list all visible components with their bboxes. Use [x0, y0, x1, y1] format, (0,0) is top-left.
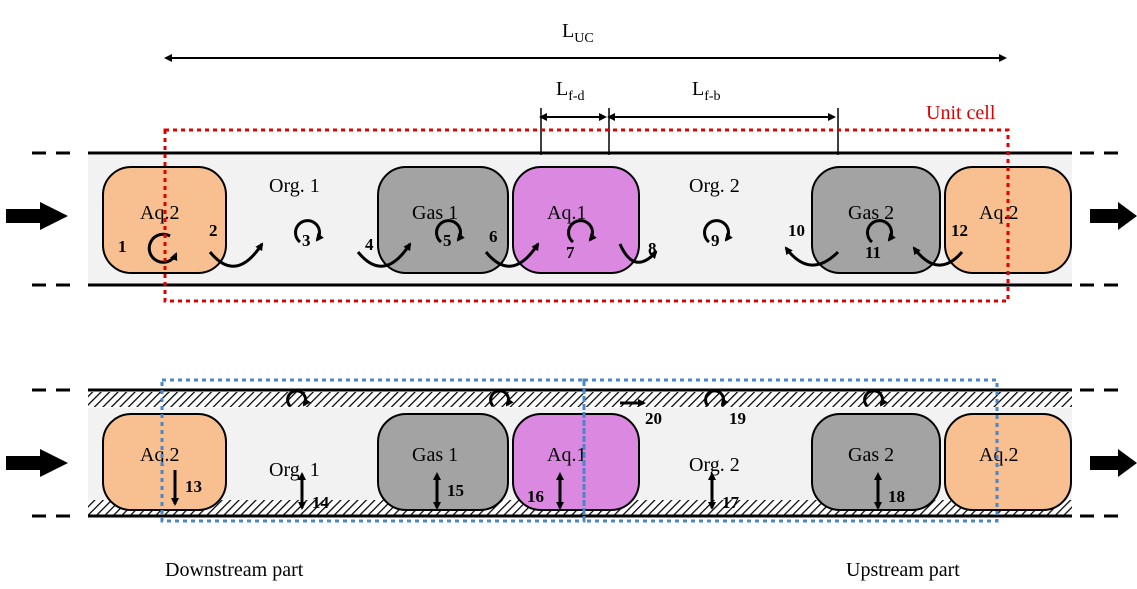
interface-transfer-icon — [912, 246, 964, 267]
mechanism-number: 6 — [489, 227, 498, 246]
recirculation-icon — [866, 219, 896, 244]
mechanism-number: 4 — [365, 235, 374, 254]
unit-cell-boundary — [163, 128, 1010, 303]
mechanism-number: 16 — [527, 487, 544, 506]
luc-dimension: LUC — [164, 20, 1007, 62]
inflow-arrow-icon — [6, 202, 68, 230]
segment-label: Aq.2 — [140, 444, 179, 466]
segment-label: Aq.1 — [547, 444, 586, 466]
recirculation-icon — [294, 219, 324, 244]
recirculation-icon — [703, 219, 733, 244]
unit-cell-label: Unit cell — [926, 102, 996, 124]
mechanism-number: 20 — [645, 409, 662, 428]
mechanism-number: 2 — [209, 221, 218, 240]
mechanism-number: 19 — [729, 409, 746, 428]
mechanism-number: 5 — [443, 231, 452, 250]
segment-label: Org. 2 — [689, 454, 740, 476]
mechanism-number: 7 — [566, 243, 575, 262]
gas1-bubble — [377, 413, 509, 511]
mechanism-number: 12 — [951, 221, 968, 240]
recirculation-icon — [567, 219, 597, 244]
gas2-bubble — [811, 413, 941, 511]
mechanism-number: 17 — [722, 493, 740, 512]
mechanism-number: 8 — [648, 239, 657, 258]
segment-label: Org. 2 — [689, 175, 740, 197]
outflow-arrow-icon — [1090, 202, 1137, 230]
upstream-part-label: Upstream part — [846, 559, 960, 581]
segment-label: Gas 1 — [412, 202, 458, 224]
interface-transfer-icon — [784, 246, 840, 267]
lfd-dimension: Lf-d — [539, 78, 610, 163]
recirculation-icon — [435, 219, 465, 244]
lfd-label: Lf-d — [556, 78, 585, 104]
luc-label: LUC — [562, 20, 594, 46]
aq2-plug-left — [102, 413, 227, 511]
mechanism-number: 15 — [447, 481, 464, 500]
mechanism-number: 14 — [312, 493, 330, 512]
segment-label: Aq.1 — [547, 202, 586, 224]
top-channel: Aq.2 Org. 1 Gas 1 Aq.1 Org. 2 Gas 2 Aq.2… — [6, 102, 1137, 303]
film-recirculation-icon — [704, 389, 729, 408]
film-recirculation-icon — [489, 389, 514, 408]
upper-wall-film — [88, 392, 1072, 407]
segment-label: Gas 1 — [412, 444, 458, 466]
mechanism-number: 11 — [865, 243, 881, 262]
interface-transfer-icon — [484, 242, 540, 268]
segment-label: Aq.2 — [140, 202, 179, 224]
recirculation-icon — [147, 232, 178, 264]
mechanism-number: 3 — [302, 231, 311, 250]
segment-label: Org. 1 — [269, 459, 320, 481]
inflow-arrow-icon — [6, 449, 68, 477]
outflow-arrow-icon — [1090, 449, 1137, 477]
interface-transfer-icon — [208, 242, 264, 268]
aq1-plug — [512, 413, 640, 511]
downstream-part-boundary — [160, 378, 586, 523]
segment-label: Gas 2 — [848, 444, 894, 466]
interface-transfer-icon — [356, 242, 412, 268]
segment-label: Aq.2 — [979, 444, 1018, 466]
segment-label: Aq.2 — [979, 202, 1018, 224]
interface-transfer-icon — [618, 243, 658, 264]
mechanism-number: 10 — [788, 221, 805, 240]
mechanism-number: 9 — [711, 231, 720, 250]
lfb-label: Lf-b — [692, 78, 721, 104]
segment-label: Org. 1 — [269, 175, 320, 197]
film-recirculation-icon — [286, 389, 311, 408]
upstream-part-boundary — [582, 378, 999, 523]
segment-label: Gas 2 — [848, 202, 894, 224]
lfb-dimension: Lf-b — [607, 78, 839, 163]
downstream-part-label: Downstream part — [165, 559, 304, 581]
mechanism-number: 18 — [888, 487, 905, 506]
bottom-channel: Aq.2 Org. 1 Gas 1 Aq.1 Org. 2 Gas 2 Aq.2… — [6, 378, 1137, 581]
mechanism-number: 13 — [185, 477, 202, 496]
mechanism-number: 1 — [118, 237, 127, 256]
aq2-plug-right — [944, 413, 1072, 511]
film-recirculation-icon — [863, 389, 888, 408]
